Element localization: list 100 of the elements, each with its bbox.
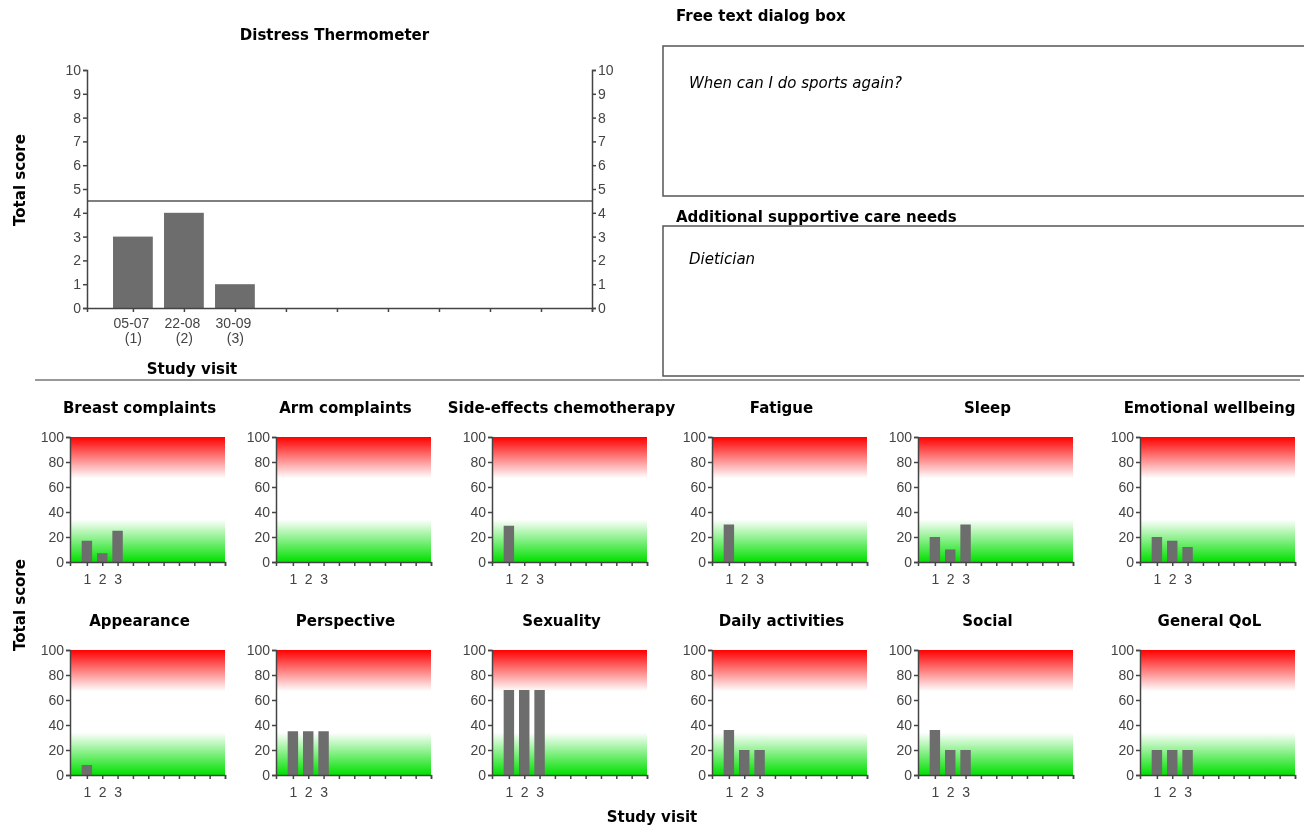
y-tick-label: 60 bbox=[690, 478, 707, 495]
y-tick-label: 20 bbox=[690, 528, 707, 545]
y-axis-title: Total score bbox=[11, 134, 29, 226]
y-tick-label: 60 bbox=[254, 478, 271, 495]
y2-tick-label: 9 bbox=[598, 85, 606, 102]
x-tick-label: 2 bbox=[946, 783, 955, 800]
x-tick-label: 1 bbox=[1153, 783, 1162, 800]
y-tick-label: 100 bbox=[682, 428, 707, 445]
x-tick-label: 2 bbox=[520, 570, 529, 587]
y-tick-label: 80 bbox=[1118, 666, 1135, 683]
y-tick-label: 0 bbox=[1126, 553, 1135, 570]
y-tick-label: 0 bbox=[56, 766, 65, 783]
y-tick-label: 80 bbox=[470, 453, 487, 470]
y-tick-label: 100 bbox=[1110, 641, 1135, 658]
y-tick-label: 8 bbox=[73, 109, 82, 126]
x-tick-label: 2 bbox=[740, 570, 749, 587]
y-tick-label: 20 bbox=[896, 741, 913, 758]
y-tick-label: 60 bbox=[1118, 691, 1135, 708]
x-tick-label: 2 bbox=[1168, 783, 1177, 800]
y-tick-label: 100 bbox=[40, 428, 65, 445]
text: Free text dialog box bbox=[676, 7, 847, 25]
y-tick-label: 40 bbox=[254, 503, 271, 520]
x-tick-label: 1 bbox=[289, 570, 298, 587]
y-tick-label: 20 bbox=[1118, 741, 1135, 758]
y-tick-label: 100 bbox=[246, 641, 271, 658]
bar bbox=[960, 524, 971, 562]
y-tick-label: 0 bbox=[262, 766, 271, 783]
x-axis-title: Study visit bbox=[606, 808, 698, 826]
y-tick-label: 20 bbox=[254, 528, 271, 545]
y-tick-label: 0 bbox=[904, 766, 913, 783]
y-tick-label: 80 bbox=[690, 666, 707, 683]
y-tick-label: 100 bbox=[462, 641, 487, 658]
x-tick-label: 1 bbox=[1153, 570, 1162, 587]
y-tick-label: 40 bbox=[690, 503, 707, 520]
y2-tick-label: 2 bbox=[598, 252, 606, 269]
y-tick-label: 40 bbox=[48, 716, 65, 733]
y-tick-label: 20 bbox=[470, 528, 487, 545]
y-tick-label: 20 bbox=[470, 741, 487, 758]
y-tick-label: 100 bbox=[462, 428, 487, 445]
y-tick-label: 40 bbox=[48, 503, 65, 520]
x-tick-label: 30-09 (3) bbox=[215, 314, 256, 347]
bar bbox=[113, 236, 153, 308]
y-tick-label: 40 bbox=[470, 716, 487, 733]
x-tick-label: 2 bbox=[98, 783, 107, 800]
text: Additional supportive care needs bbox=[676, 208, 957, 226]
y2-tick-label: 8 bbox=[598, 109, 606, 126]
x-tick-label: 1 bbox=[725, 570, 734, 587]
y-tick-label: 100 bbox=[888, 428, 913, 445]
x-tick-label: 3 bbox=[320, 783, 329, 800]
y-tick-label: 0 bbox=[73, 299, 82, 316]
x-tick-label: 1 bbox=[725, 783, 734, 800]
chart-title: Daily activities bbox=[718, 612, 845, 630]
y-tick-label: 100 bbox=[246, 428, 271, 445]
y-tick-label: 80 bbox=[896, 453, 913, 470]
x-tick-label: 2 bbox=[520, 783, 529, 800]
y-tick-label: 60 bbox=[1118, 478, 1135, 495]
y-tick-label: 1 bbox=[73, 276, 82, 293]
y-tick-label: 7 bbox=[73, 133, 82, 150]
y-tick-label: 6 bbox=[73, 157, 82, 174]
bar bbox=[945, 549, 956, 562]
chart-title: General QoL bbox=[1157, 612, 1262, 630]
y-tick-label: 60 bbox=[470, 691, 487, 708]
y-tick-label: 0 bbox=[904, 553, 913, 570]
x-tick-label: 1 bbox=[289, 783, 298, 800]
bar bbox=[81, 540, 93, 562]
y-tick-label: 40 bbox=[254, 716, 271, 733]
x-tick-label: 3 bbox=[1184, 783, 1193, 800]
chart-title: Perspective bbox=[295, 612, 396, 630]
x-tick-label: 2 bbox=[740, 783, 749, 800]
x-tick-label: 1 bbox=[505, 570, 514, 587]
x-tick-label: 3 bbox=[756, 570, 765, 587]
text: Dietician bbox=[689, 250, 756, 268]
y2-tick-label: 3 bbox=[598, 228, 606, 245]
chart-title: Appearance bbox=[89, 612, 190, 630]
chart-title: Emotional wellbeing bbox=[1123, 399, 1296, 417]
x-tick-label: 1 bbox=[931, 570, 940, 587]
y-tick-label: 80 bbox=[254, 666, 271, 683]
chart-title: Sleep bbox=[963, 399, 1012, 417]
x-tick-label: 3 bbox=[1184, 570, 1193, 587]
y2-tick-label: 4 bbox=[598, 204, 606, 221]
y-tick-label: 80 bbox=[690, 453, 707, 470]
y-tick-label: 0 bbox=[478, 553, 487, 570]
y-tick-label: 100 bbox=[1110, 428, 1135, 445]
y-tick-label: 3 bbox=[73, 228, 82, 245]
y-tick-label: 100 bbox=[682, 641, 707, 658]
y2-tick-label: 6 bbox=[598, 157, 606, 174]
x-tick-label: 3 bbox=[114, 570, 123, 587]
chart-title: Breast complaints bbox=[62, 399, 217, 417]
bar bbox=[97, 553, 108, 562]
bar bbox=[1151, 537, 1163, 562]
y-tick-label: 20 bbox=[254, 741, 271, 758]
y-tick-label: 80 bbox=[48, 453, 65, 470]
x-tick-label: 3 bbox=[320, 570, 329, 587]
y-tick-label: 60 bbox=[896, 478, 913, 495]
chart-title: Arm complaints bbox=[279, 399, 412, 417]
y-tick-label: 0 bbox=[56, 553, 65, 570]
bar bbox=[215, 284, 255, 308]
x-tick-label: 3 bbox=[536, 783, 545, 800]
y2-tick-label: 10 bbox=[598, 61, 614, 78]
chart-title: Social bbox=[962, 612, 1013, 630]
